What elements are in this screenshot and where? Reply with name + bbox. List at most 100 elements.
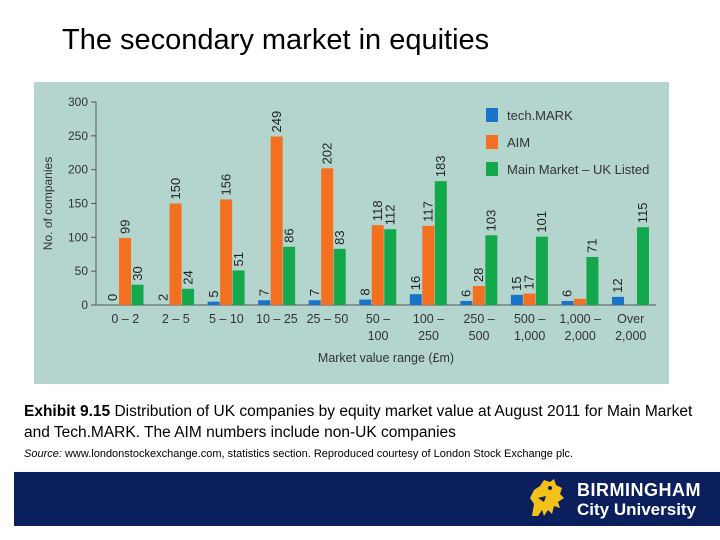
data-label: 71 <box>585 238 600 252</box>
data-label: 24 <box>180 270 195 284</box>
bar-tech-mark <box>258 300 271 305</box>
data-label: 6 <box>560 290 575 297</box>
caption-label: Exhibit 9.15 <box>24 403 111 420</box>
x-axis-label: Market value range (£m) <box>318 351 454 365</box>
y-axis-label: No. of companies <box>41 157 55 250</box>
caption-text: Distribution of UK companies by equity m… <box>24 403 693 441</box>
y-tick-label: 50 <box>75 264 89 278</box>
x-tick-label: 500 – <box>514 312 545 326</box>
x-tick-label: 10 – 25 <box>256 312 298 326</box>
x-tick-label: 250 – <box>463 312 494 326</box>
y-tick-label: 150 <box>68 197 88 211</box>
data-label: 7 <box>256 289 271 296</box>
x-tick-label: 250 <box>418 329 439 343</box>
legend-swatch <box>486 108 498 122</box>
bar-main-market-uk-listed <box>586 256 599 305</box>
bar-aim <box>321 168 334 305</box>
data-label: 117 <box>421 201 436 222</box>
x-tick-label: 5 – 10 <box>209 312 244 326</box>
legend-label: AIM <box>507 135 530 150</box>
legend-label: tech.MARK <box>507 108 573 123</box>
y-tick-label: 200 <box>68 163 88 177</box>
bar-aim <box>371 225 384 305</box>
x-tick-label: 2,000 <box>615 329 646 343</box>
data-label: 51 <box>231 252 246 266</box>
data-label: 150 <box>168 178 183 200</box>
x-tick-label: 1,000 <box>514 329 545 343</box>
bar-tech-mark <box>359 299 372 305</box>
x-tick-label: 2 – 5 <box>162 312 190 326</box>
source-note: Source: www.londonstockexchange.com, sta… <box>24 448 704 460</box>
bar-aim <box>169 203 182 305</box>
data-label: 183 <box>433 155 448 177</box>
legend-swatch <box>486 162 498 176</box>
bar-main-market-uk-listed <box>283 246 296 305</box>
x-tick-label: 25 – 50 <box>307 312 349 326</box>
data-label: 15 <box>509 276 524 290</box>
bar-aim <box>422 225 435 305</box>
x-tick-label: 1,000 – <box>559 312 601 326</box>
data-label: 202 <box>319 143 334 165</box>
bar-main-market-uk-listed <box>434 181 447 305</box>
data-label: 115 <box>635 202 650 223</box>
bar-tech-mark <box>207 301 220 305</box>
bar-main-market-uk-listed <box>232 270 245 305</box>
bar-aim <box>119 238 132 305</box>
bar-tech-mark <box>460 300 473 305</box>
data-label: 99 <box>117 220 132 234</box>
data-label: 6 <box>459 290 474 297</box>
bar-aim <box>523 293 536 305</box>
bar-tech-mark <box>510 294 523 305</box>
data-label: 156 <box>218 174 233 196</box>
data-label: 118 <box>370 200 385 221</box>
data-label: 12 <box>610 278 625 292</box>
bar-main-market-uk-listed <box>333 248 346 305</box>
bar-main-market-uk-listed <box>535 236 548 305</box>
x-tick-label: 100 – <box>413 312 444 326</box>
x-tick-label: 50 – <box>366 312 390 326</box>
data-label: 7 <box>307 289 322 296</box>
y-tick-label: 250 <box>68 129 88 143</box>
exhibit-caption: Exhibit 9.15 Distribution of UK companie… <box>24 401 704 443</box>
legend-label: Main Market – UK Listed <box>507 162 649 177</box>
logo-text-line1: BIRMINGHAM <box>577 480 701 500</box>
footer-bar: BIRMINGHAM City University <box>14 472 720 526</box>
bar-chart: 0 50 100 150 200 250 300 No. of companies 0 99 30 0… <box>41 95 656 365</box>
slide-title: The secondary market in equities <box>62 24 490 56</box>
data-label: 30 <box>130 266 145 280</box>
data-label: 249 <box>269 111 284 133</box>
logo-text-line2: City University <box>577 500 697 519</box>
data-label: 0 <box>105 294 120 301</box>
y-tick-label: 300 <box>68 95 88 109</box>
bar-main-market-uk-listed <box>384 229 397 305</box>
bar-tech-mark <box>308 300 321 305</box>
data-label: 8 <box>358 288 373 295</box>
data-label: 103 <box>484 210 499 232</box>
data-label: 5 <box>206 290 221 297</box>
data-label: 101 <box>534 211 549 233</box>
data-label: 28 <box>471 268 486 282</box>
legend-swatch <box>486 135 498 149</box>
data-label: 83 <box>332 230 347 244</box>
data-label: 86 <box>281 228 296 242</box>
y-tick-label: 0 <box>81 298 88 312</box>
bar-aim <box>573 298 586 305</box>
bar-aim <box>220 199 233 305</box>
data-label: 112 <box>383 204 398 225</box>
chart-panel: 0 50 100 150 200 250 300 No. of companies 0 99 30 0… <box>34 82 669 384</box>
x-tick-label: 0 – 2 <box>111 312 139 326</box>
bar-tech-mark <box>611 296 624 305</box>
bar-main-market-uk-listed <box>182 288 195 305</box>
bar-aim <box>270 136 283 305</box>
bar-aim <box>472 286 485 305</box>
bar-main-market-uk-listed <box>636 227 649 305</box>
y-tick-label: 100 <box>68 230 88 244</box>
x-tick-label: 100 <box>368 329 389 343</box>
bar-main-market-uk-listed <box>485 235 498 305</box>
bar-tech-mark <box>561 300 574 305</box>
source-label: Source: <box>24 448 62 460</box>
data-label: 17 <box>522 275 537 289</box>
source-text: www.londonstockexchange.com, statistics … <box>64 448 574 460</box>
bar-tech-mark <box>409 294 422 305</box>
data-label: 2 <box>155 294 170 301</box>
